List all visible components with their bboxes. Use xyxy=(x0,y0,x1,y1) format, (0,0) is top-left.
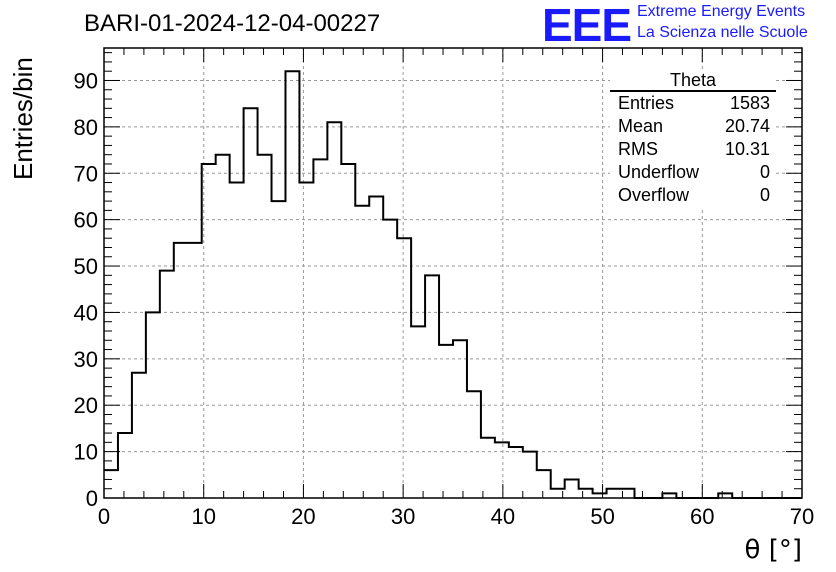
stats-label: RMS xyxy=(618,139,658,159)
x-tick-label: 70 xyxy=(790,504,814,529)
stats-label: Overflow xyxy=(618,185,690,205)
x-tick-label: 20 xyxy=(291,504,315,529)
y-tick-label: 80 xyxy=(74,115,98,140)
x-axis-label: θ [°] xyxy=(745,535,802,565)
run-title: BARI-01-2024-12-04-00227 xyxy=(84,10,381,37)
x-tick-label: 50 xyxy=(590,504,614,529)
stats-label: Mean xyxy=(618,116,664,136)
stats-label: Entries xyxy=(618,93,675,113)
y-tick-label: 10 xyxy=(74,440,98,465)
brand-line-1: Extreme Energy Events xyxy=(637,3,806,20)
y-axis-label: Entries/bin xyxy=(8,57,38,180)
x-tick-label: 40 xyxy=(491,504,515,529)
stats-value: 0 xyxy=(759,185,770,205)
y-tick-label: 20 xyxy=(74,393,98,418)
y-tick-label: 0 xyxy=(86,486,98,511)
stats-value: 20.74 xyxy=(724,116,770,136)
y-tick-label: 60 xyxy=(74,208,98,233)
eee-logo: EEE xyxy=(542,0,632,51)
stats-row: Underflow 0 xyxy=(610,161,776,184)
y-tick-label: 90 xyxy=(74,68,98,93)
x-tick-label: 60 xyxy=(690,504,714,529)
brand-line-2: La Scienza nelle Scuole xyxy=(637,24,808,41)
stats-title: Theta xyxy=(610,70,776,92)
plot-frame xyxy=(103,47,803,499)
stats-row: Overflow 0 xyxy=(610,184,776,207)
stats-value: 1583 xyxy=(729,93,770,113)
y-tick-label: 30 xyxy=(74,347,98,372)
stats-box: Theta Entries 1583 Mean 20.74 RMS 10.31 … xyxy=(610,70,776,210)
x-tick-label: 0 xyxy=(98,504,110,529)
stats-label: Underflow xyxy=(618,162,700,182)
stats-row: Entries 1583 xyxy=(610,92,776,115)
x-tick-label: 30 xyxy=(391,504,415,529)
stats-row: RMS 10.31 xyxy=(610,138,776,161)
x-tick-label: 10 xyxy=(191,504,215,529)
y-tick-label: 40 xyxy=(74,300,98,325)
stats-value: 0 xyxy=(759,162,770,182)
y-tick-label: 70 xyxy=(74,161,98,186)
stats-value: 10.31 xyxy=(724,139,770,159)
y-tick-label: 50 xyxy=(74,254,98,279)
stats-row: Mean 20.74 xyxy=(610,115,776,138)
